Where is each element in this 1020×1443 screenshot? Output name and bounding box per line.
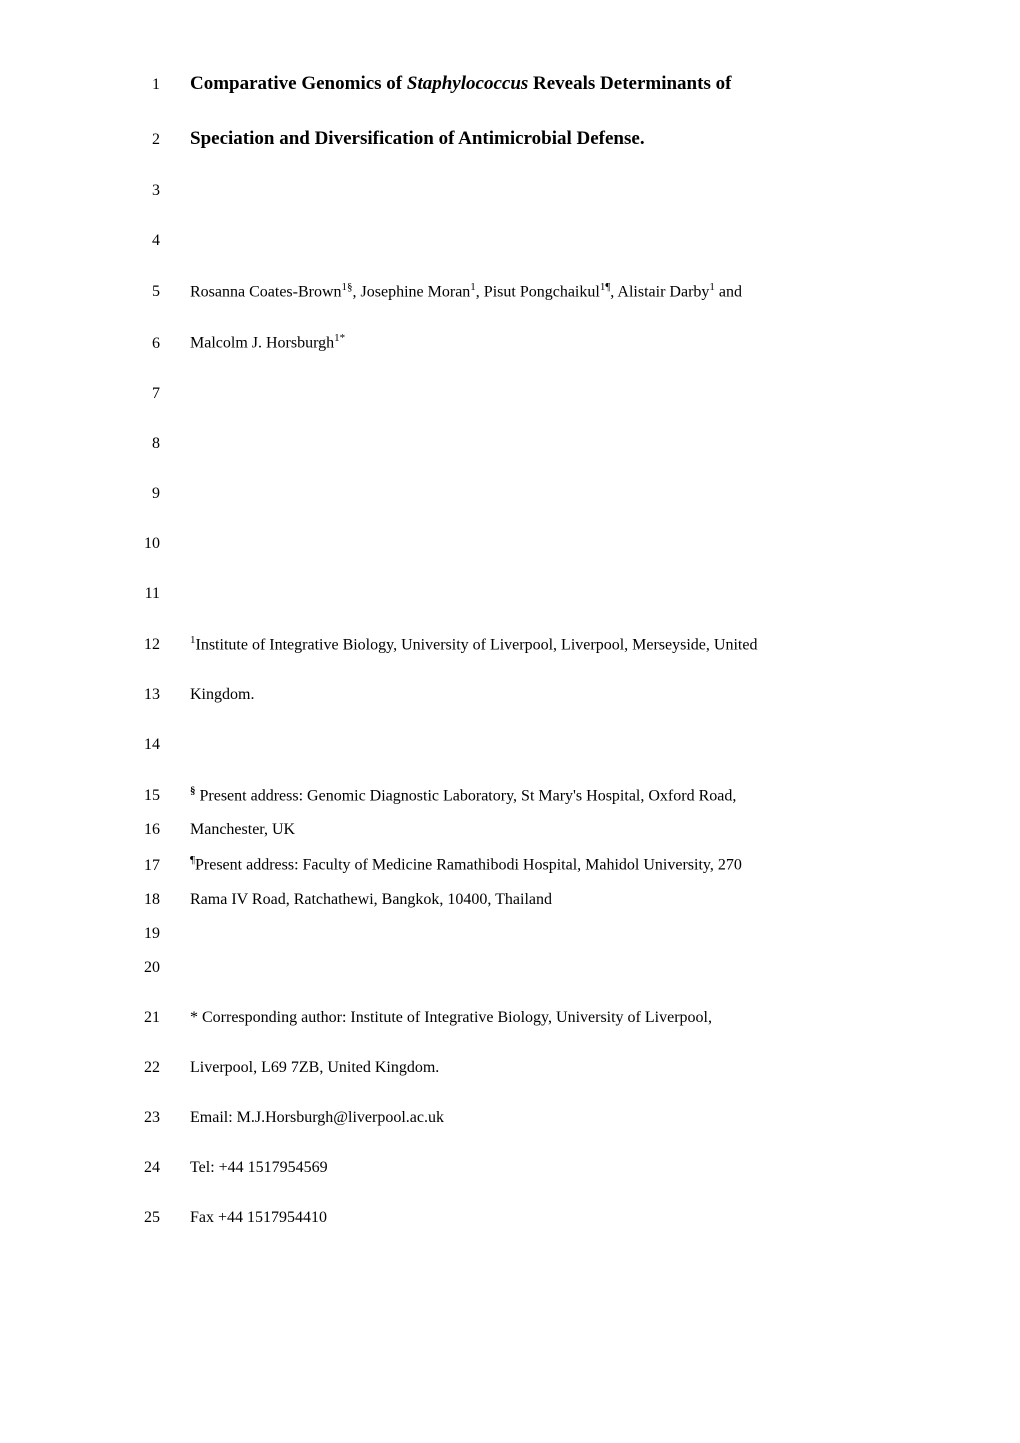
author-text: , Alistair Darby xyxy=(610,283,709,300)
empty-line xyxy=(190,582,930,606)
line-10: 10 xyxy=(120,532,930,556)
authors-line-1: Rosanna Coates-Brown1§, Josephine Moran 1… xyxy=(190,279,930,304)
title-text-part1: Comparative Genomics of xyxy=(190,73,407,94)
title-italic: Staphylococcus xyxy=(407,73,528,94)
corresponding-address: Liverpool, L69 7ZB, United Kingdom. xyxy=(190,1056,930,1080)
tel-line: Tel: +44 1517954569 xyxy=(190,1156,930,1180)
line-number: 3 xyxy=(120,182,160,200)
line-18: 18 Rama IV Road, Ratchathewi, Bangkok, 1… xyxy=(120,888,930,912)
fax-line: Fax +44 1517954410 xyxy=(190,1206,930,1230)
empty-line xyxy=(190,956,930,980)
line-number: 20 xyxy=(120,959,160,977)
line-number: 5 xyxy=(120,283,160,301)
line-number: 12 xyxy=(120,636,160,654)
line-22: 22 Liverpool, L69 7ZB, United Kingdom. xyxy=(120,1056,930,1080)
line-number: 24 xyxy=(120,1159,160,1177)
line-23: 23 Email: M.J.Horsburgh@liverpool.ac.uk xyxy=(120,1106,930,1130)
line-24: 24 Tel: +44 1517954569 xyxy=(120,1156,930,1180)
author-sup: 1¶ xyxy=(600,281,610,293)
present-address-2: ¶Present address: Faculty of Medicine Ra… xyxy=(190,852,930,877)
present-address-1-cont: Manchester, UK xyxy=(190,818,930,842)
line-2: 2 Speciation and Diversification of Anti… xyxy=(120,125,930,154)
authors-line-2: Malcolm J. Horsburgh1* xyxy=(190,330,930,355)
line-number: 2 xyxy=(120,131,160,149)
line-number: 7 xyxy=(120,385,160,403)
line-number: 16 xyxy=(120,821,160,839)
line-number: 15 xyxy=(120,787,160,805)
author-sup: 1* xyxy=(334,332,345,344)
title-text-part2: Reveals Determinants of xyxy=(528,73,731,94)
line-number: 13 xyxy=(120,686,160,704)
empty-line xyxy=(190,922,930,946)
email-line: Email: M.J.Horsburgh@liverpool.ac.uk xyxy=(190,1106,930,1130)
line-number: 8 xyxy=(120,435,160,453)
line-number: 14 xyxy=(120,736,160,754)
empty-line xyxy=(190,432,930,456)
line-15: 15 § Present address: Genomic Diagnostic… xyxy=(120,783,930,808)
line-number: 9 xyxy=(120,485,160,503)
line-1: 1 Comparative Genomics of Staphylococcus… xyxy=(120,70,930,99)
author-sup: 1§ xyxy=(342,281,353,293)
line-19: 19 xyxy=(120,922,930,946)
author-text: and xyxy=(715,283,742,300)
line-number: 6 xyxy=(120,335,160,353)
empty-line xyxy=(190,229,930,253)
empty-line xyxy=(190,179,930,203)
empty-line xyxy=(190,382,930,406)
line-16: 16 Manchester, UK xyxy=(120,818,930,842)
line-17: 17 ¶Present address: Faculty of Medicine… xyxy=(120,852,930,877)
line-number: 18 xyxy=(120,891,160,909)
line-number: 23 xyxy=(120,1109,160,1127)
author-text: , Josephine Moran xyxy=(353,283,471,300)
line-14: 14 xyxy=(120,733,930,757)
line-3: 3 xyxy=(120,179,930,203)
author-text: , Pisut Pongchaikul xyxy=(476,283,600,300)
line-8: 8 xyxy=(120,432,930,456)
present-address-2-cont: Rama IV Road, Ratchathewi, Bangkok, 1040… xyxy=(190,888,930,912)
line-number: 19 xyxy=(120,925,160,943)
line-number: 17 xyxy=(120,857,160,875)
line-number: 10 xyxy=(120,535,160,553)
author-text: Malcolm J. Horsburgh xyxy=(190,335,334,352)
line-number: 4 xyxy=(120,232,160,250)
present-address-1: § Present address: Genomic Diagnostic La… xyxy=(190,783,930,808)
line-11: 11 xyxy=(120,582,930,606)
empty-line xyxy=(190,733,930,757)
line-20: 20 xyxy=(120,956,930,980)
line-number: 25 xyxy=(120,1209,160,1227)
line-number: 22 xyxy=(120,1059,160,1077)
line-21: 21 * Corresponding author: Institute of … xyxy=(120,1006,930,1030)
line-7: 7 xyxy=(120,382,930,406)
footnote-text: Present address: Faculty of Medicine Ram… xyxy=(195,857,742,874)
line-4: 4 xyxy=(120,229,930,253)
line-6: 6 Malcolm J. Horsburgh1* xyxy=(120,330,930,355)
affiliation-text: Institute of Integrative Biology, Univer… xyxy=(196,636,758,653)
line-13: 13 Kingdom. xyxy=(120,683,930,707)
footnote-text: Present address: Genomic Diagnostic Labo… xyxy=(196,787,737,804)
affiliation-line-2: Kingdom. xyxy=(190,683,930,707)
empty-line xyxy=(190,532,930,556)
line-25: 25 Fax +44 1517954410 xyxy=(120,1206,930,1230)
affiliation-line-1: 1Institute of Integrative Biology, Unive… xyxy=(190,632,930,657)
line-9: 9 xyxy=(120,482,930,506)
line-number: 21 xyxy=(120,1009,160,1027)
author-text: Rosanna Coates-Brown xyxy=(190,283,342,300)
corresponding-author: * Corresponding author: Institute of Int… xyxy=(190,1006,930,1030)
title-line-1: Comparative Genomics of Staphylococcus R… xyxy=(190,70,930,99)
line-number: 1 xyxy=(120,76,160,94)
title-line-2: Speciation and Diversification of Antimi… xyxy=(190,125,930,154)
line-5: 5 Rosanna Coates-Brown1§, Josephine Mora… xyxy=(120,279,930,304)
line-12: 12 1Institute of Integrative Biology, Un… xyxy=(120,632,930,657)
line-number: 11 xyxy=(120,585,160,603)
empty-line xyxy=(190,482,930,506)
